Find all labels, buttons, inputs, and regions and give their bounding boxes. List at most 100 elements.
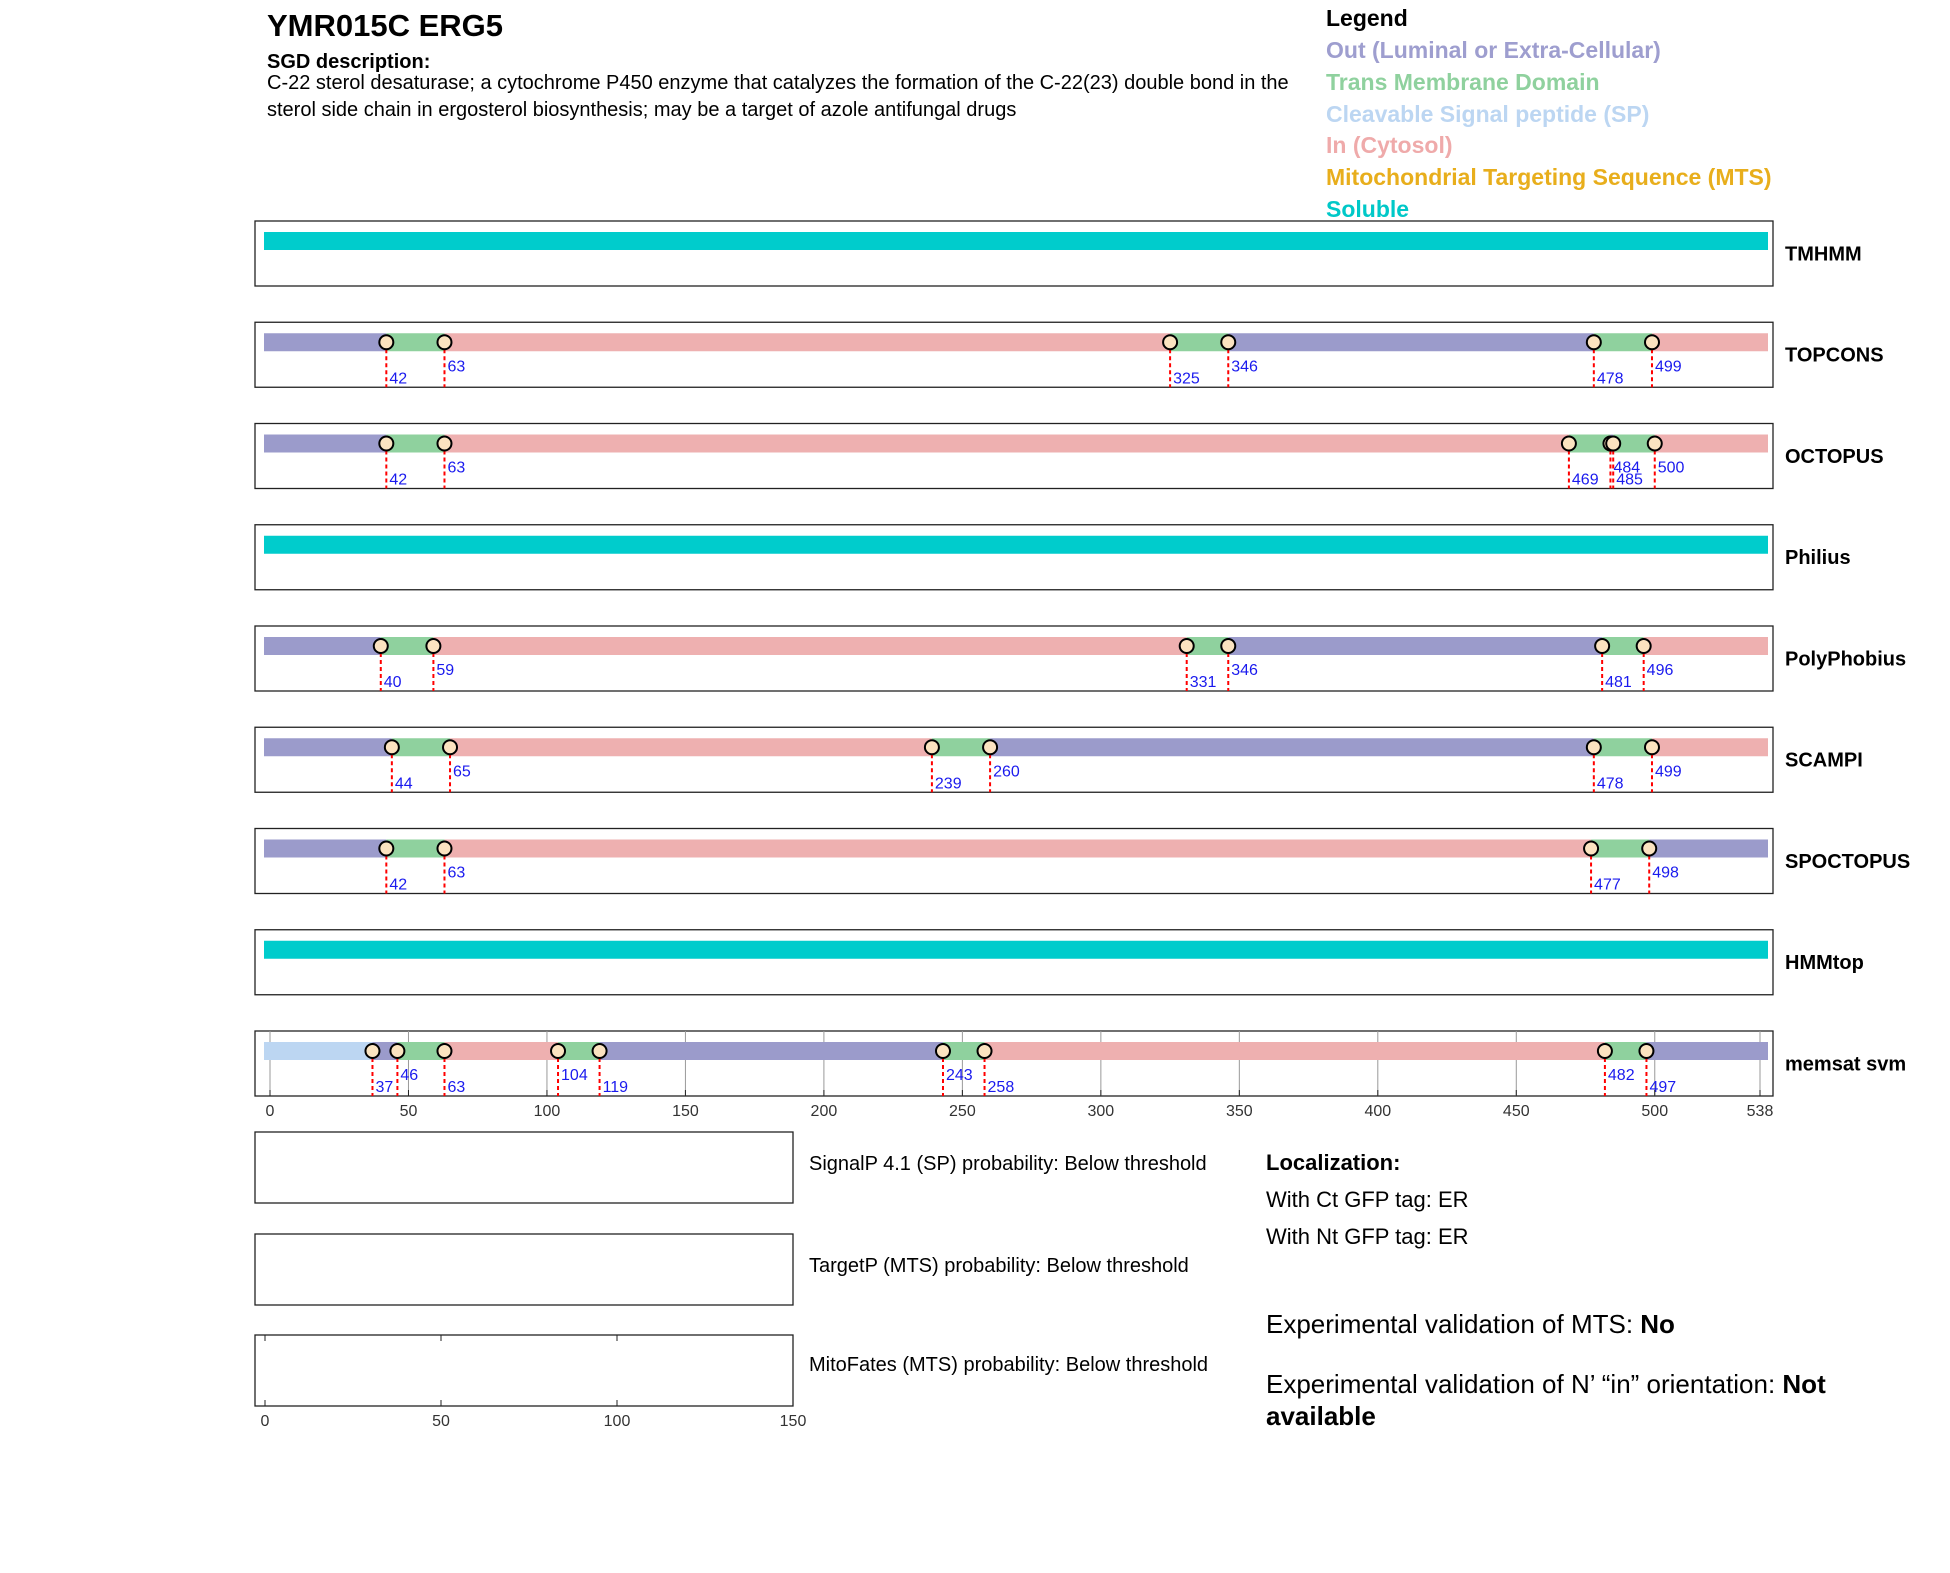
boundary-marker (1585, 739, 1602, 756)
probability-box (254, 1131, 794, 1204)
segment (1591, 839, 1650, 858)
legend-item: Trans Membrane Domain (1326, 68, 1600, 95)
probability-label: MitoFates (MTS) probability: Below thres… (809, 1354, 1209, 1376)
boundary-label: 59 (436, 662, 454, 679)
track-name: SPOCTOPUS (1785, 851, 1910, 873)
segment (264, 940, 1768, 959)
x-tick-label: 50 (432, 1413, 450, 1430)
probability-label: TargetP (MTS) probability: Below thresho… (809, 1255, 1189, 1277)
legend-title: Legend (1326, 5, 1408, 31)
x-tick-label: 150 (780, 1413, 807, 1430)
probability-label: SignalP 4.1 (SP) probability: Below thre… (809, 1153, 1207, 1175)
x-tick-label: 50 (400, 1103, 418, 1120)
segment (264, 434, 387, 453)
description-label: SGD description: (267, 51, 431, 73)
segment (264, 1042, 373, 1060)
segment (1568, 434, 1611, 453)
boundary-label: 481 (1605, 674, 1632, 691)
legend-item: Soluble (1326, 196, 1410, 222)
legend-item: In (Cytosol) (1326, 132, 1453, 159)
segment (391, 738, 451, 757)
mts-validation-value: No (1640, 1309, 1675, 1339)
track-box (254, 827, 1774, 895)
boundary-marker (1635, 638, 1652, 654)
track-name: TOPCONS (1785, 345, 1884, 367)
boundary-marker (1162, 334, 1179, 351)
boundary-marker (364, 1043, 381, 1059)
boundary-marker (378, 840, 395, 857)
segment (264, 839, 387, 858)
x-tick-label: 500 (1641, 1103, 1668, 1120)
boundary-label: 63 (447, 865, 465, 882)
boundary-marker (1585, 334, 1602, 351)
track-name: TMHMM (1785, 243, 1862, 265)
track-name: OCTOPUS (1785, 446, 1884, 468)
boundary-label: 346 (1231, 662, 1258, 679)
boundary-label: 46 (400, 1067, 418, 1084)
boundary-label: 477 (1594, 877, 1621, 894)
legend-item: Out (Luminal or Extra-Cellular) (1326, 37, 1661, 63)
segment (942, 1042, 985, 1060)
boundary-label: 40 (384, 674, 402, 691)
boundary-label: 485 (1616, 472, 1643, 489)
boundary-marker (1178, 638, 1195, 654)
boundary-marker (550, 1043, 567, 1059)
localization-item: With Ct GFP tag: ER (1266, 1187, 1469, 1212)
track-box (254, 220, 1774, 287)
boundary-label: 258 (988, 1079, 1015, 1096)
boundary-label: 42 (389, 472, 407, 489)
x-tick-label: 0 (261, 1413, 270, 1430)
boundary-label: 243 (946, 1067, 973, 1084)
boundary-marker (1594, 638, 1611, 654)
segment (386, 333, 445, 352)
segment (397, 1042, 445, 1060)
segment (984, 1042, 1605, 1060)
boundary-marker (436, 334, 453, 351)
segment (1643, 637, 1768, 655)
boundary-label: 325 (1173, 370, 1200, 387)
boundary-label: 497 (1649, 1079, 1676, 1096)
legend-item: Mitochondrial Targeting Sequence (MTS) (1326, 164, 1772, 191)
segment (1604, 1042, 1647, 1060)
title: YMR015C ERG5 (267, 8, 504, 43)
mts-validation: Experimental validation of MTS: No (1266, 1309, 1675, 1340)
boundary-marker (436, 840, 453, 857)
segment (1654, 434, 1768, 453)
x-tick-label: 200 (811, 1103, 838, 1120)
boundary-marker (389, 1043, 406, 1059)
boundary-marker (1220, 638, 1237, 654)
boundary-label: 42 (389, 877, 407, 894)
boundary-label: 496 (1647, 662, 1674, 679)
boundary-marker (976, 1043, 993, 1059)
segment (444, 333, 1171, 352)
segment (931, 738, 991, 757)
segment (990, 738, 1594, 757)
segment (444, 1042, 559, 1060)
segment (1646, 1042, 1768, 1060)
boundary-marker (383, 739, 400, 756)
segment (433, 637, 1187, 655)
legend-item: Cleavable Signal peptide (SP) (1326, 100, 1650, 127)
boundary-label: 499 (1655, 358, 1682, 375)
boundary-label: 484 (1613, 460, 1640, 477)
boundary-marker (591, 1043, 608, 1059)
boundary-marker (1646, 435, 1663, 452)
segment (264, 738, 392, 757)
segment (558, 1042, 600, 1060)
boundary-marker (436, 1043, 453, 1059)
localization-title: Localization: (1266, 1150, 1401, 1175)
x-tick-label: 450 (1503, 1103, 1530, 1120)
segment (450, 738, 932, 757)
boundary-label: 63 (447, 1079, 465, 1096)
segment (599, 1042, 943, 1060)
segment (1593, 738, 1652, 757)
boundary-marker (1596, 1043, 1613, 1059)
boundary-label: 478 (1597, 775, 1624, 792)
boundary-label: 44 (395, 775, 413, 792)
boundary-label: 499 (1655, 763, 1682, 780)
x-tick-label: 400 (1364, 1103, 1391, 1120)
boundary-marker (378, 334, 395, 351)
boundary-label: 65 (453, 763, 471, 780)
